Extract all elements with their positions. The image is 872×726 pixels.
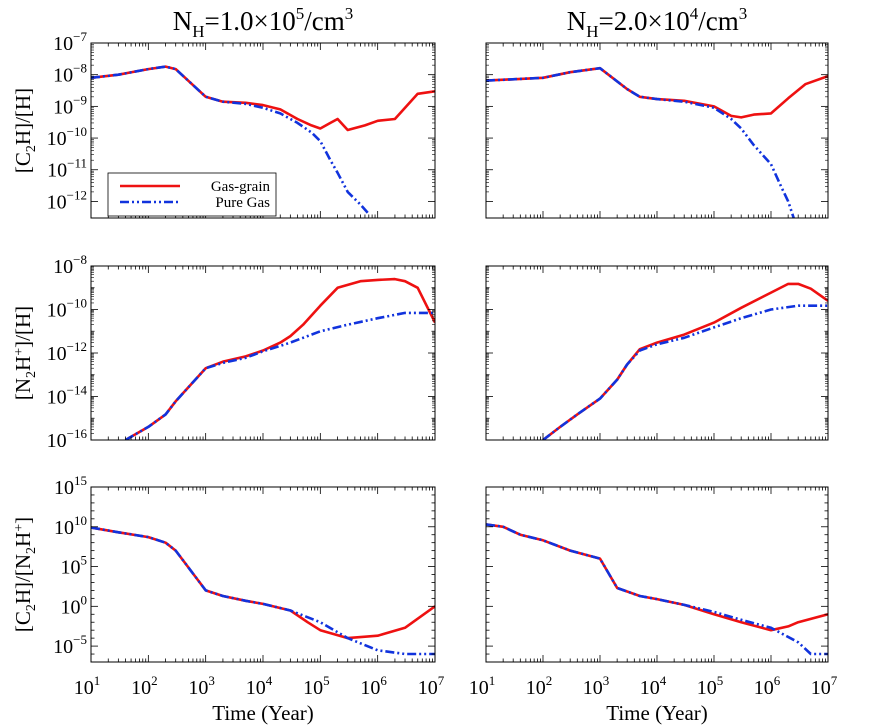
series-line-pure-gas: [486, 66, 795, 218]
x-tick-label: 107: [418, 673, 445, 699]
y-tick-label: 10−12: [47, 339, 87, 365]
x-ticks: [485, 43, 829, 218]
x-axis-label: Time (Year): [212, 701, 314, 725]
y-tick-label: 10−16: [47, 426, 88, 452]
x-tick-label: 103: [188, 673, 215, 699]
y-axis-label: [C2H]/[H]: [11, 88, 39, 173]
x-tick-label: 104: [246, 673, 273, 699]
panel-r1-c2: [485, 42, 829, 219]
series-line-gas-grain: [486, 523, 828, 632]
series-line-pure-gas: [542, 304, 828, 440]
y-ticks: [91, 486, 435, 663]
x-tick-label: 102: [131, 673, 158, 699]
y-tick-label: 10−9: [53, 92, 87, 118]
legend-box: [107, 172, 277, 217]
panel-frame: [90, 42, 436, 219]
y-tick-label: 10−10: [47, 296, 87, 322]
y-axis-label: [N2H+]/[H]: [11, 306, 39, 400]
x-tick-label: 106: [754, 673, 781, 699]
x-ticks: [90, 487, 436, 662]
y-tick-label: 10−7: [53, 29, 87, 55]
series-line-gas-grain: [486, 66, 828, 119]
y-ticks: [486, 486, 828, 663]
panel-r3-c1: 10−5 100 105 1010 1015 101 102 103 104 105 106 107: [53, 473, 445, 699]
panel-frame: [485, 42, 829, 219]
x-tick-label: 106: [360, 673, 387, 699]
y-tick-label: 10−5: [53, 632, 87, 658]
legend-label: Gas-grain: [211, 179, 271, 195]
legend-label: Pure Gas: [215, 195, 270, 211]
panel-r3-c2: 101 102 103 104 105 106 107: [469, 486, 838, 699]
x-tick-label: 105: [303, 673, 330, 699]
x-ticks: [485, 487, 829, 662]
x-tick-label: 103: [583, 673, 610, 699]
y-tick-label: 100: [61, 592, 88, 618]
y-ticks: [486, 265, 828, 441]
y-tick-label: 10−14: [47, 383, 88, 409]
y-tick-label: 10−8: [53, 61, 87, 87]
series-line-gas-grain: [124, 277, 435, 440]
column-title: NH=1.0×105/cm3: [173, 4, 354, 41]
x-tick-label: 105: [697, 673, 724, 699]
y-axis-label: [C2H]/[N2H+]: [11, 517, 39, 632]
y-tick-label: 1015: [54, 473, 87, 499]
x-ticks: [485, 266, 829, 440]
panel-r2-c1: 10−16 10−14 10−12 10−10 10−8: [47, 252, 436, 452]
x-tick-label: 104: [640, 673, 667, 699]
column-title: NH=2.0×104/cm3: [567, 4, 748, 41]
series-line-pure-gas: [91, 526, 435, 656]
panel-frame: [90, 265, 436, 441]
panel-frame: [485, 265, 829, 441]
x-axis-label: Time (Year): [606, 701, 708, 725]
panel-frame: [485, 486, 829, 663]
series-line-pure-gas: [124, 311, 435, 440]
x-tick-label: 102: [526, 673, 553, 699]
x-tick-label: 101: [74, 673, 101, 699]
series-line-gas-grain: [91, 65, 435, 132]
series-line-gas-grain: [542, 282, 828, 440]
y-tick-label: 105: [61, 553, 88, 579]
y-tick-label: 10−8: [53, 252, 87, 278]
panel-frame: [90, 486, 436, 663]
panel-r2-c2: [485, 265, 829, 441]
y-tick-label: 10−12: [47, 187, 87, 213]
series-line-gas-grain: [91, 526, 435, 640]
panel-r1-c1: 10−12 10−11 10−10 10−9 10−8 10−7: [47, 29, 436, 219]
series-line-pure-gas: [91, 65, 370, 215]
series-line-pure-gas: [486, 523, 828, 656]
x-ticks: [90, 266, 436, 440]
y-tick-label: 10−10: [47, 124, 87, 150]
x-tick-label: 101: [469, 673, 496, 699]
y-tick-label: 10−11: [47, 156, 87, 182]
y-tick-label: 1010: [54, 513, 87, 539]
x-tick-label: 107: [811, 673, 838, 699]
y-ticks: [91, 265, 435, 441]
